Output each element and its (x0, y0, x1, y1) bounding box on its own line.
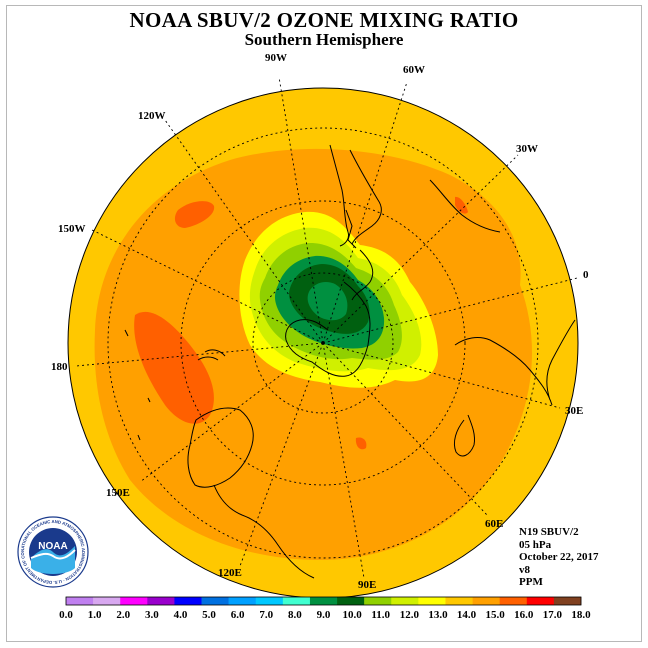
level-15-16 (134, 311, 214, 424)
colorbar-swatch (228, 597, 257, 605)
lon-label: 120E (218, 567, 242, 579)
colorbar-swatch (445, 597, 473, 605)
colorbar-swatch (472, 597, 500, 605)
logo-text: NOAA (38, 541, 67, 552)
colorbar-swatch (201, 597, 229, 605)
colorbar-tick-label: 8.0 (288, 609, 302, 621)
lon-label: 60E (485, 518, 503, 530)
level-15-16 (174, 201, 215, 228)
colorbar-tick-label: 9.0 (317, 609, 331, 621)
colorbar-swatch (418, 597, 446, 605)
colorbar-swatch (120, 597, 148, 605)
colorbar-tick-label: 0.0 (59, 609, 73, 621)
colorbar-tick-label: 1.0 (88, 609, 102, 621)
colorbar-swatch (364, 597, 392, 605)
colorbar-tick-label: 5.0 (202, 609, 216, 621)
colorbar: 0.0 1.0 2.0 3.0 4.0 5.0 6.0 7.0 8.0 9.0 10.0 11.0 12… (59, 596, 591, 621)
graticule (75, 76, 578, 579)
colorbar-tick-label: 14.0 (457, 609, 477, 621)
lon-label: 120W (138, 110, 166, 122)
colorbar-tick-label: 15.0 (486, 609, 506, 621)
level-15-16 (455, 196, 468, 214)
colorbar-tick-label: 17.0 (543, 609, 563, 621)
colorbar-swatch (147, 597, 175, 605)
lon-label: 180 (51, 361, 68, 373)
map-subtitle: Southern Hemisphere (244, 30, 404, 49)
colorbar-tick-label: 12.0 (400, 609, 420, 621)
figure-frame (6, 5, 642, 642)
pressure-label: 05 hPa (519, 538, 552, 551)
colorbar-tick-label: 6.0 (231, 609, 245, 621)
colorbar-tick-label: 11.0 (371, 609, 390, 621)
level-9-inner (307, 282, 348, 321)
level-15-16 (355, 437, 367, 450)
lon-label: 150E (106, 487, 130, 499)
colorbar-swatch (66, 597, 94, 605)
lon-label: 90W (265, 52, 287, 64)
lon-label: 0 (583, 269, 589, 281)
colorbar-tick-label: 13.0 (428, 609, 448, 621)
lon-label: 60W (403, 64, 425, 76)
colorbar-tick-label: 3.0 (145, 609, 159, 621)
colorbar-tick-label: 4.0 (174, 609, 188, 621)
colorbar-tick-label: 16.0 (514, 609, 534, 621)
colorbar-swatch (255, 597, 284, 605)
colorbar-tick-label: 10.0 (342, 609, 362, 621)
colorbar-tick-label: 2.0 (116, 609, 130, 621)
units-label: PPM (519, 576, 543, 588)
lon-label: 30W (516, 143, 538, 155)
data-info: N19 SBUV/2 05 hPa October 22, 2017 v8 PP… (519, 526, 599, 589)
map-title: NOAA SBUV/2 OZONE MIXING RATIO (129, 8, 519, 32)
version-label: v8 (519, 563, 530, 576)
colorbar-swatch (337, 597, 365, 605)
satellite-label: N19 SBUV/2 (519, 526, 579, 538)
colorbar-swatch (174, 597, 202, 605)
colorbar-swatch (499, 597, 528, 605)
longitude-labels: 90W 60W 30W 0 30E 60E 90E 120E 150E 180 … (51, 52, 589, 591)
colorbar-swatch (526, 597, 555, 605)
colorbar-tick-label: 7.0 (259, 609, 273, 621)
colorbar-swatch (553, 597, 582, 605)
colorbar-swatch (309, 597, 338, 605)
date-label: October 22, 2017 (519, 551, 599, 563)
noaa-logo: NATIONAL OCEANIC AND ATMOSPHERIC ADMINIS… (15, 512, 89, 593)
colorbar-swatch (282, 597, 311, 605)
colorbar-tick-label: 18.0 (571, 609, 591, 621)
lon-label: 150W (58, 223, 86, 235)
coastlines (124, 144, 576, 579)
lon-label: 30E (565, 405, 583, 417)
colorbar-swatch (391, 597, 419, 605)
colorbar-swatch (93, 597, 121, 605)
lon-label: 90E (358, 579, 376, 591)
colorbar-border (65, 596, 582, 606)
